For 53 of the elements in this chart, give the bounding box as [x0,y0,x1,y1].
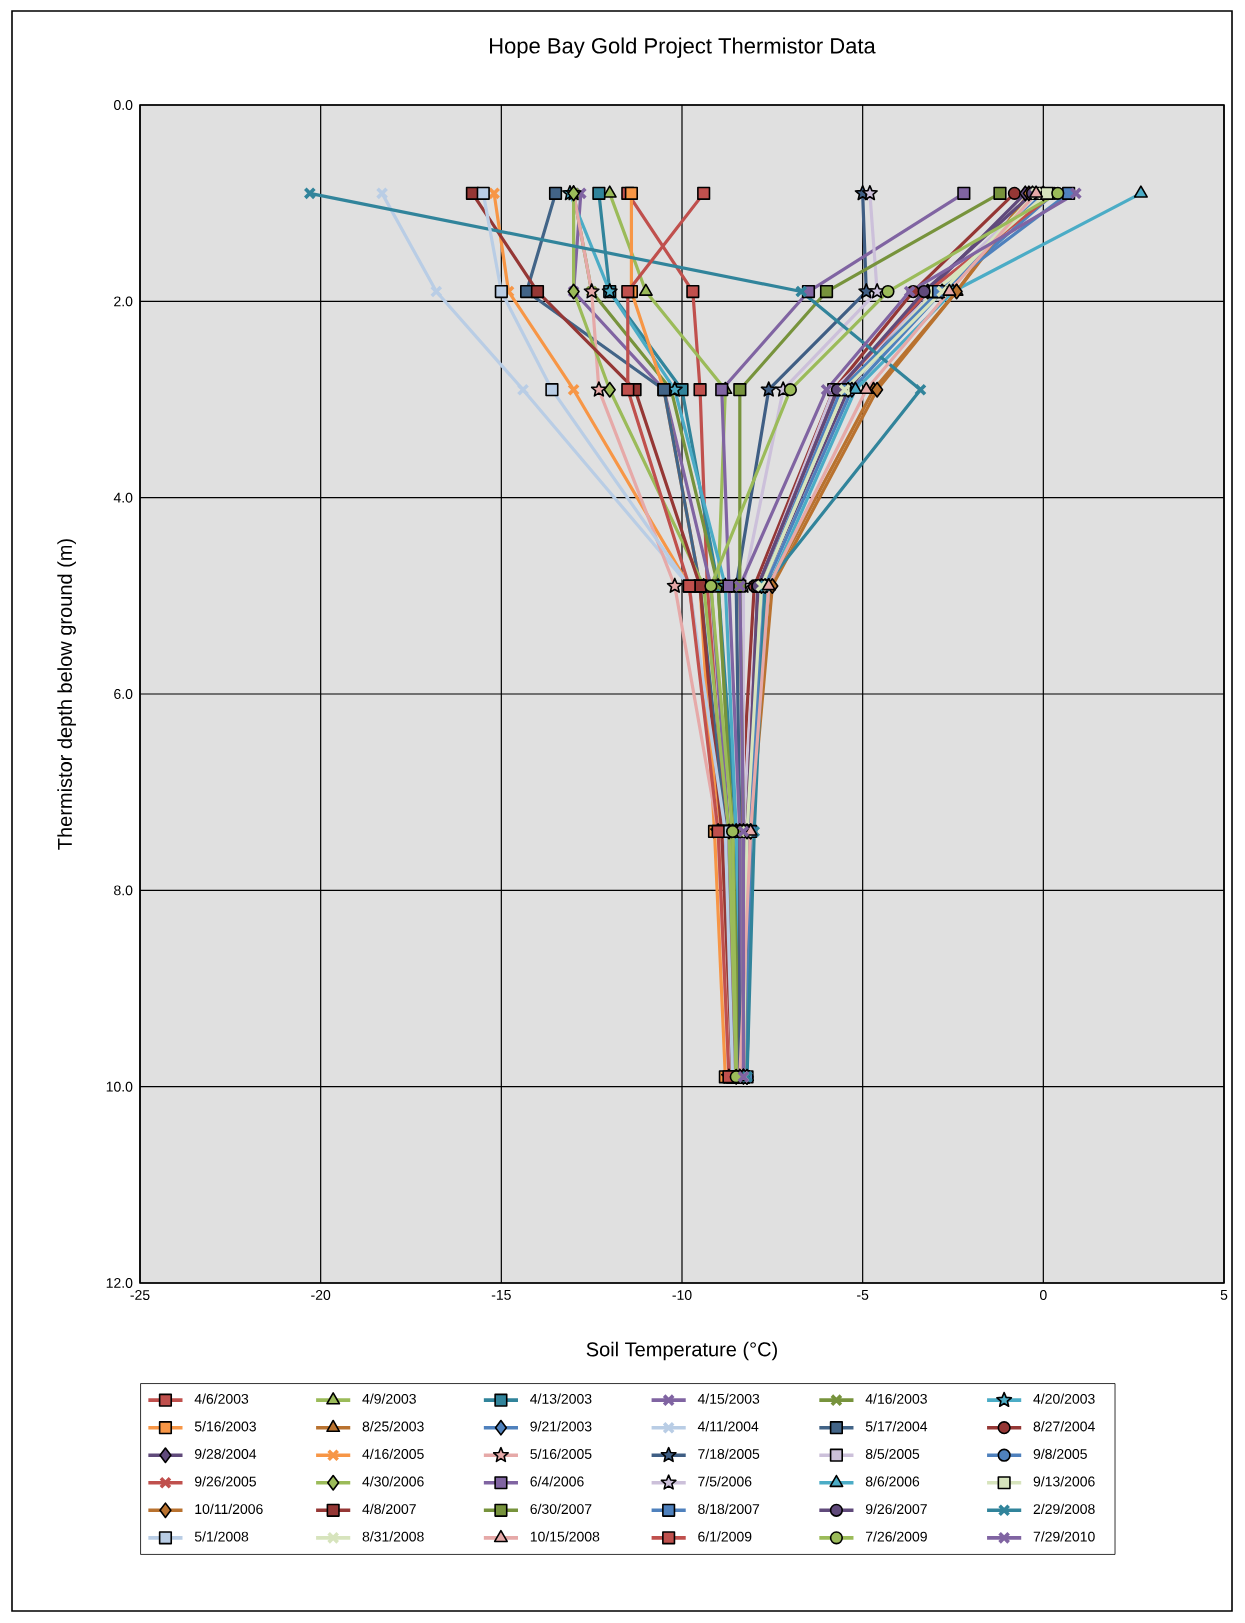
legend-label: 4/9/2003 [362,1393,416,1404]
legend-label: 5/17/2004 [865,1421,928,1432]
y-tick-label: 6.0 [114,689,133,699]
x-tick-label: -15 [491,1290,511,1300]
legend-label: 4/11/2004 [697,1421,759,1432]
y-axis-title: Thermistor depth below ground (m) [57,539,76,850]
legend-label: 4/15/2003 [697,1393,760,1404]
legend-label: 4/13/2003 [530,1393,592,1404]
y-tick-label: 4.0 [113,492,133,503]
legend-label: 2/29/2008 [1033,1503,1095,1515]
legend-label: 9/28/2004 [194,1448,257,1459]
chart-title: Hope Bay Gold Project Thermistor Data [490,37,876,58]
legend-label: 5/1/2008 [194,1531,249,1542]
legend-label: 4/16/2003 [865,1393,927,1404]
x-tick-label: -25 [130,1290,150,1300]
x-tick-label: -10 [672,1290,692,1300]
x-tick-label: -5 [857,1290,869,1300]
legend-label: 8/31/2008 [362,1531,424,1542]
legend-label: 10/15/2008 [530,1531,600,1542]
legend-label: 5/16/2005 [530,1448,592,1459]
legend-label: 7/18/2005 [698,1448,760,1459]
legend-label: 4/16/2005 [362,1448,424,1459]
x-axis-title: Soil Temperature (°C) [586,1341,777,1361]
y-tick-label: 8.0 [114,885,133,896]
x-tick-label: 0 [1039,1290,1047,1300]
legend-label: 10/11/2006 [195,1503,263,1515]
y-tick-label: 0.0 [114,100,133,110]
legend-label: 4/30/2006 [362,1476,424,1487]
legend-label: 4/8/2007 [362,1503,416,1515]
legend-label: 6/30/2007 [530,1503,592,1515]
legend-label: 8/27/2004 [1033,1421,1095,1432]
legend-label: 9/26/2007 [865,1503,927,1515]
y-tick-label: 12.0 [106,1278,133,1288]
legend-label: 8/18/2007 [698,1503,760,1515]
legend-label: 7/5/2006 [698,1476,752,1487]
legend-label: 8/6/2006 [865,1476,920,1487]
legend-label: 6/1/2009 [698,1531,752,1542]
y-tick-label: 10.0 [106,1081,133,1092]
x-tick-label: 5 [1220,1290,1228,1300]
legend-label: 6/4/2006 [530,1476,584,1487]
legend-label: 8/5/2005 [865,1448,920,1459]
legend-label: 7/29/2010 [1033,1531,1095,1542]
legend-label: 9/21/2003 [530,1421,592,1432]
legend-label: 8/25/2003 [362,1421,424,1432]
legend-label: 9/8/2005 [1033,1448,1087,1459]
legend-label: 4/6/2003 [194,1393,249,1404]
x-tick-label: -20 [311,1290,331,1300]
legend-label: 4/20/2003 [1033,1393,1095,1404]
legend-label: 9/13/2006 [1033,1476,1095,1487]
legend-label: 9/26/2005 [194,1476,256,1487]
y-tick-label: 2.0 [114,296,133,307]
legend-label: 7/26/2009 [866,1531,927,1542]
legend-label: 5/16/2003 [194,1421,256,1432]
